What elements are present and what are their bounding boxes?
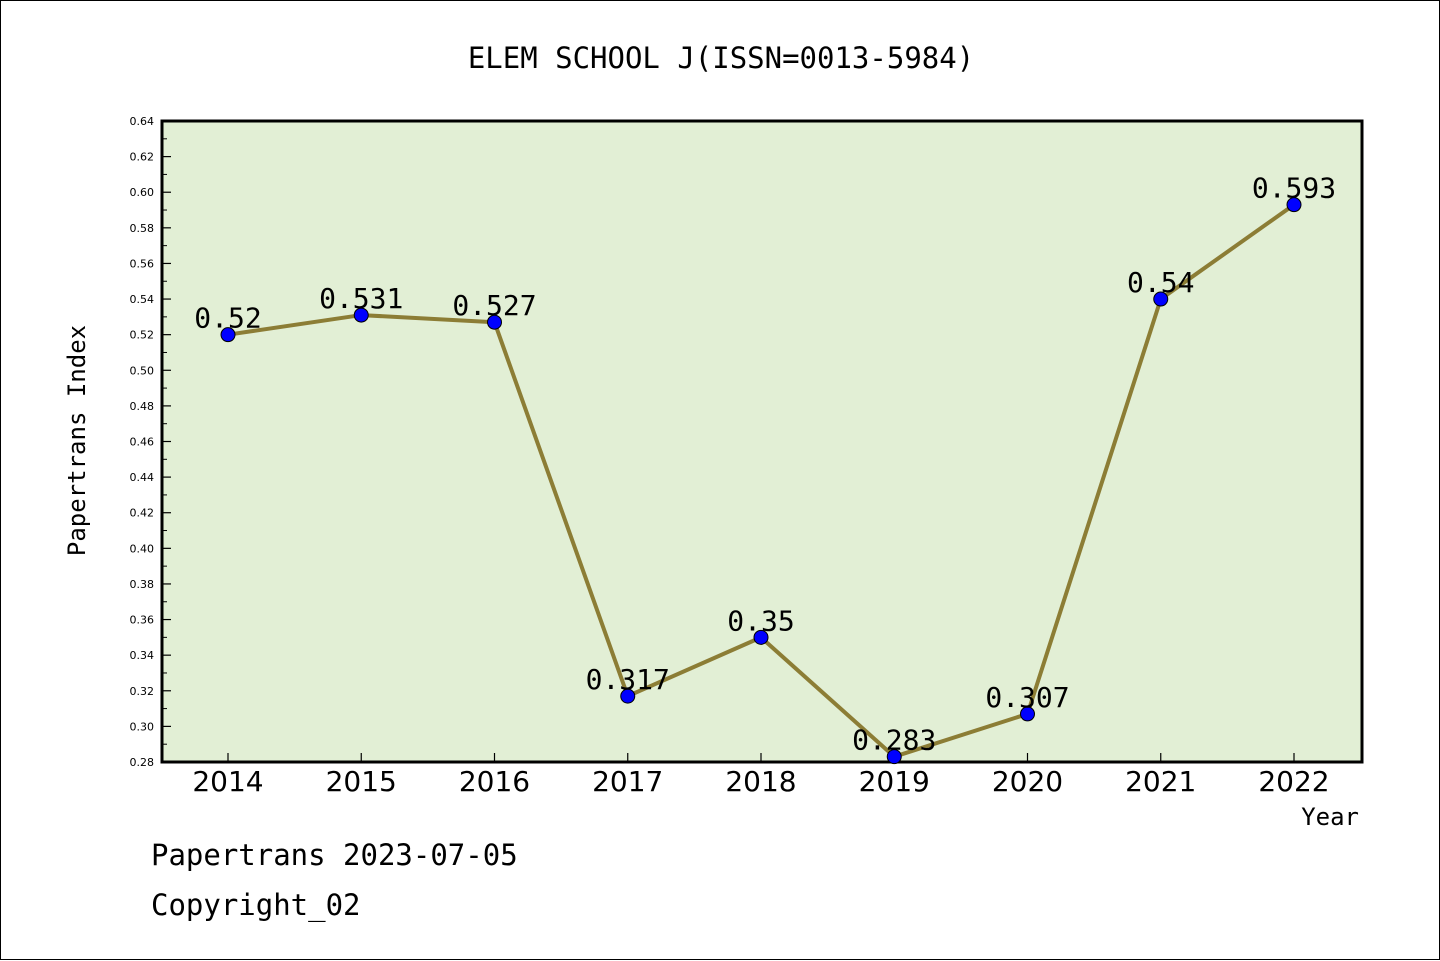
data-label: 0.35 bbox=[727, 604, 794, 637]
y-tick-label: 0.42 bbox=[130, 507, 155, 520]
data-label: 0.527 bbox=[452, 289, 536, 322]
y-tick-label: 0.50 bbox=[130, 364, 155, 377]
series-line: 0.52 0.531 0.527 0.317 0.35 0.283 0.307 0.54 0.5… bbox=[194, 172, 1336, 765]
data-label: 0.307 bbox=[985, 681, 1069, 714]
x-tick-label: 2021 bbox=[1125, 765, 1196, 798]
data-point bbox=[220, 327, 236, 343]
y-tick-label: 0.46 bbox=[130, 436, 155, 449]
y-tick-label: 0.38 bbox=[130, 578, 155, 591]
plot-area bbox=[160, 119, 1364, 764]
x-tick-label: 2017 bbox=[592, 765, 663, 798]
y-tick-label: 0.64 bbox=[130, 115, 155, 128]
data-label: 0.317 bbox=[586, 663, 670, 696]
y-tick-label: 0.58 bbox=[130, 222, 155, 235]
y-tick-label: 0.40 bbox=[130, 542, 155, 555]
y-tick-label: 0.44 bbox=[130, 471, 155, 484]
data-label: 0.52 bbox=[194, 302, 261, 335]
y-tick-label: 0.30 bbox=[130, 720, 155, 733]
data-point bbox=[1153, 291, 1169, 307]
data-point bbox=[886, 749, 902, 765]
y-tick-label: 0.34 bbox=[130, 649, 155, 662]
y-axis-label: Papertrans Index bbox=[63, 325, 91, 556]
data-label: 0.531 bbox=[319, 282, 403, 315]
data-label: 0.593 bbox=[1252, 172, 1336, 205]
x-tick-label: 2020 bbox=[992, 765, 1063, 798]
y-tick-label: 0.32 bbox=[130, 685, 155, 698]
data-point bbox=[1020, 706, 1035, 722]
data-label: 0.54 bbox=[1127, 266, 1194, 299]
chart-title: ELEM SCHOOL J(ISSN=0013-5984) bbox=[468, 41, 974, 75]
data-label: 0.283 bbox=[852, 724, 936, 757]
x-tick-label: 2022 bbox=[1258, 765, 1329, 798]
x-axis-label: Year bbox=[1301, 803, 1359, 831]
data-point bbox=[1286, 197, 1302, 213]
y-tick-label: 0.62 bbox=[130, 151, 155, 164]
x-tick-label: 2014 bbox=[192, 765, 263, 798]
x-tick-label: 2018 bbox=[725, 765, 796, 798]
x-tick-label: 2015 bbox=[326, 765, 397, 798]
y-tick-label: 0.48 bbox=[130, 400, 155, 413]
data-point bbox=[620, 688, 636, 704]
y-tick-label: 0.36 bbox=[130, 614, 155, 627]
y-tick-label: 0.54 bbox=[130, 293, 155, 306]
footer-copyright: Copyright_02 bbox=[151, 888, 361, 923]
y-tick-label: 0.60 bbox=[130, 186, 155, 199]
y-axis-ticks: 0.28 0.30 0.32 0.34 0.36 0.38 0.40 0.42 0.44 0.46… bbox=[130, 115, 171, 769]
footer-date: Papertrans 2023-07-05 bbox=[151, 838, 518, 872]
y-tick-label: 0.56 bbox=[130, 257, 155, 270]
y-tick-label: 0.52 bbox=[130, 329, 155, 342]
x-axis-ticks: 2014 2015 2016 2017 2018 2019 2020 2021 2022 bbox=[192, 753, 1330, 798]
x-tick-label: 2016 bbox=[459, 765, 530, 798]
y-tick-label: 0.28 bbox=[130, 756, 155, 769]
data-point bbox=[753, 629, 769, 645]
x-tick-label: 2019 bbox=[859, 765, 930, 798]
data-point bbox=[353, 307, 369, 323]
data-point bbox=[487, 314, 502, 330]
